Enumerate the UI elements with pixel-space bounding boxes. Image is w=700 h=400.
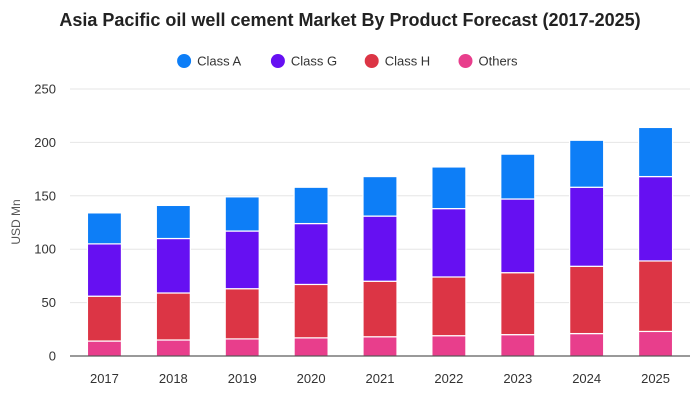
bar-class-g-2020 xyxy=(293,222,329,286)
chart-title: Asia Pacific oil well cement Market By P… xyxy=(59,10,640,30)
bar-class-g-2018 xyxy=(155,237,191,294)
legend-item-class-g[interactable]: Class G xyxy=(270,54,337,69)
bar-class-a-2023 xyxy=(500,153,536,200)
x-tick-label: 2019 xyxy=(228,371,257,386)
bar-class-h-2024 xyxy=(569,265,605,335)
legend-item-others[interactable]: Others xyxy=(458,54,519,69)
bar-class-h-2019 xyxy=(224,288,260,340)
bar-others-2024 xyxy=(569,332,605,357)
y-tick-label: 100 xyxy=(34,242,56,257)
bar-others-2022 xyxy=(431,335,467,357)
y-tick-label: 150 xyxy=(34,188,56,203)
bar-class-a-2021 xyxy=(362,175,398,217)
bar-others-2025 xyxy=(637,330,674,357)
legend-label: Class A xyxy=(197,54,241,69)
legend: Class A Class G Class H Others xyxy=(177,54,518,69)
y-tick-label: 250 xyxy=(34,82,56,97)
bar-others-2017 xyxy=(86,340,123,357)
bar-others-2019 xyxy=(224,338,260,357)
legend-item-class-h[interactable]: Class H xyxy=(364,54,431,69)
x-tick-label: 2018 xyxy=(159,371,188,386)
bar-class-h-2020 xyxy=(293,283,329,339)
bar-class-g-2022 xyxy=(431,208,467,278)
x-tick-label: 2020 xyxy=(297,371,326,386)
bar-class-a-2019 xyxy=(224,196,260,232)
bar-class-h-2018 xyxy=(155,292,191,341)
x-tick-label: 2023 xyxy=(503,371,532,386)
bar-others-2023 xyxy=(500,334,536,357)
y-tick-label: 0 xyxy=(49,349,56,364)
bar-others-2021 xyxy=(362,336,398,357)
legend-swatch xyxy=(364,54,379,68)
bar-others-2020 xyxy=(293,337,329,357)
bar-class-a-2020 xyxy=(293,186,329,225)
x-tick-label: 2025 xyxy=(641,371,670,386)
bar-class-h-2023 xyxy=(500,272,536,336)
x-axis: 2017 2018 2019 2020 2021 2022 2023 2024 2025 xyxy=(70,355,690,386)
bar-class-a-2024 xyxy=(569,139,605,188)
legend-item-class-a[interactable]: Class A xyxy=(177,54,242,69)
bar-class-h-2017 xyxy=(86,295,123,342)
x-tick-label: 2021 xyxy=(366,371,395,386)
bar-class-a-2022 xyxy=(431,166,467,210)
y-tick-label: 50 xyxy=(42,295,56,310)
legend-swatch xyxy=(270,54,285,68)
legend-swatch xyxy=(177,54,192,68)
x-tick-label: 2022 xyxy=(434,371,463,386)
bar-class-g-2021 xyxy=(362,215,398,282)
bar-class-h-2022 xyxy=(431,276,467,337)
bar-class-h-2021 xyxy=(362,280,398,338)
legend-label: Class H xyxy=(385,54,431,69)
bar-class-a-2017 xyxy=(86,212,123,245)
x-tick-label: 2017 xyxy=(90,371,119,386)
x-tick-label: 2024 xyxy=(572,371,601,386)
bar-class-g-2017 xyxy=(86,243,123,297)
y-axis-label: USD Mn xyxy=(9,199,23,244)
bar-class-g-2023 xyxy=(500,198,536,274)
bars xyxy=(86,126,674,357)
legend-label: Others xyxy=(479,54,519,69)
legend-swatch xyxy=(458,54,473,68)
bar-class-h-2025 xyxy=(637,260,674,333)
bar-class-g-2025 xyxy=(637,175,674,262)
y-tick-label: 200 xyxy=(34,135,56,150)
bar-others-2018 xyxy=(155,339,191,357)
y-axis: 0 50 100 150 200 250 xyxy=(34,82,56,364)
bar-class-a-2018 xyxy=(155,204,191,240)
legend-label: Class G xyxy=(291,54,337,69)
bar-class-g-2024 xyxy=(569,186,605,267)
bar-class-g-2019 xyxy=(224,230,260,290)
bar-class-a-2025 xyxy=(637,126,674,178)
